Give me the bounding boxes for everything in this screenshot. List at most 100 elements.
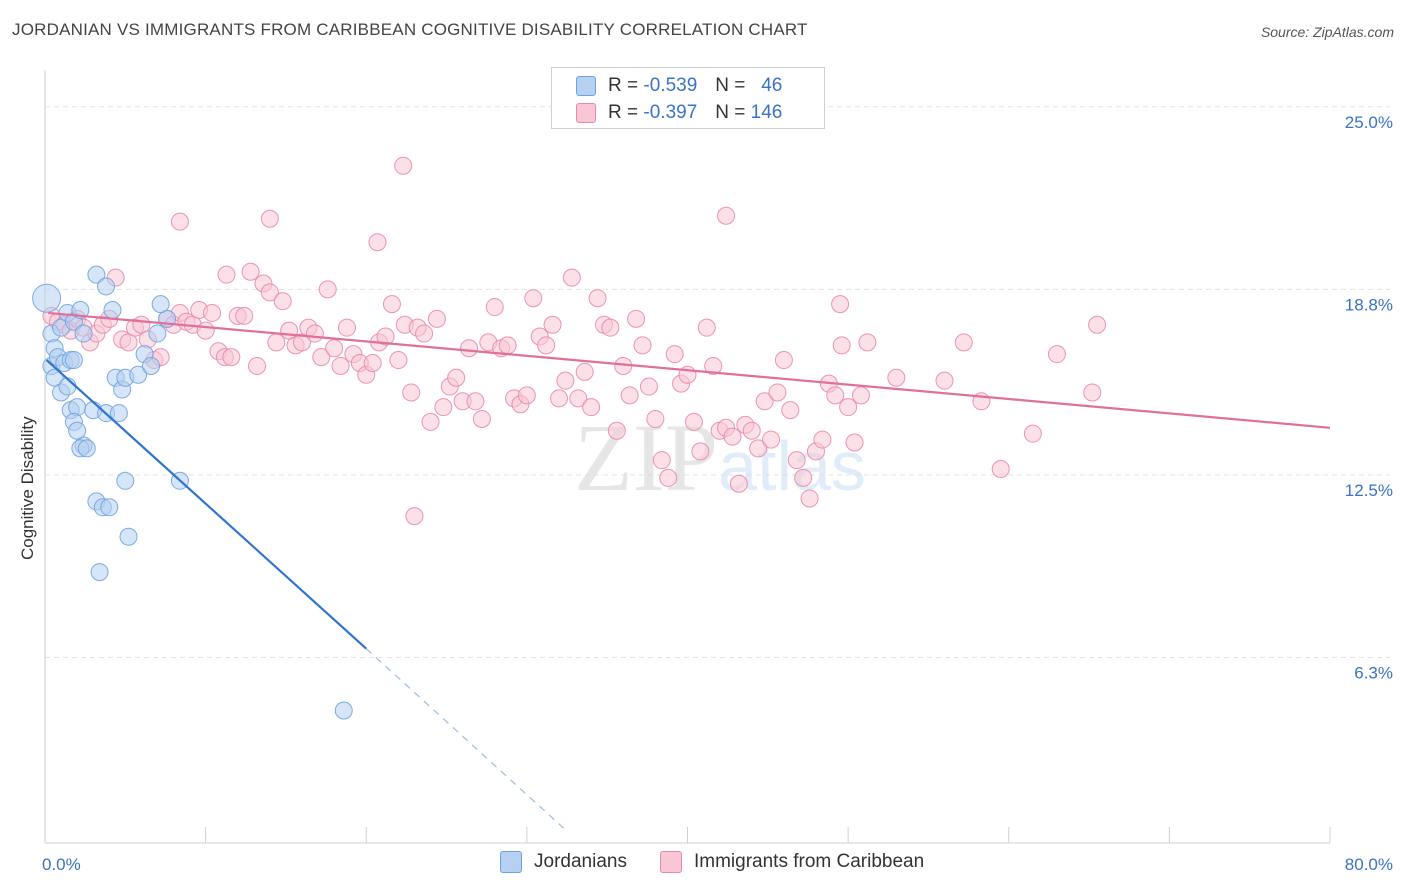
point-caribbean [524,289,543,308]
point-caribbean [813,430,832,449]
point-caribbean [684,412,703,431]
point-caribbean [427,309,446,328]
point-caribbean [774,351,793,370]
legend-n-value: 46 [761,75,783,96]
series-legend: Jordanians Immigrants from Caribbean [0,851,1406,879]
point-caribbean [935,371,954,390]
y-axis-label: Cognitive Disability [18,416,37,560]
legend-swatch-caribbean [576,103,596,123]
point-caribbean [832,336,851,355]
point-caribbean [620,386,639,405]
legend-swatch-jordanians [576,76,596,96]
legend-n-label: N = [715,102,746,123]
point-jordanian [100,498,119,517]
data-points [32,156,1107,720]
point-caribbean [517,386,536,405]
point-jordanian [87,265,106,284]
point-caribbean [1088,315,1107,334]
point-caribbean [800,489,819,508]
point-jordanian [103,300,122,319]
series-caribbean [42,156,1107,526]
y-tick-label: 18.8% [1345,295,1393,314]
point-caribbean [652,451,671,470]
chart-title: JORDANIAN VS IMMIGRANTS FROM CARIBBEAN C… [12,20,808,39]
point-caribbean [742,421,761,440]
point-caribbean [222,348,241,367]
trend-lines [45,311,1331,832]
point-caribbean [839,398,858,417]
point-jordanian [116,471,135,490]
point-caribbean [537,336,556,355]
point-caribbean [550,389,568,408]
point-jordanian [64,351,83,370]
point-caribbean [717,206,736,225]
legend-label-jordanians: Jordanians [534,851,627,872]
point-jordanian [119,527,138,546]
legend-r-label: R = [608,75,639,96]
point-caribbean [170,212,189,231]
point-caribbean [405,507,424,526]
point-caribbean [376,327,395,346]
x-tick-label-max: 80.0% [1345,855,1393,874]
point-caribbean [723,427,742,446]
point-jordanian [58,377,77,396]
point-caribbean [217,265,236,284]
legend-swatch-jordanians [500,851,522,873]
point-caribbean [472,409,491,428]
point-caribbean [755,392,774,411]
legend-item-jordanians: Jordanians [500,851,627,873]
point-caribbean [203,303,222,322]
point-caribbean [394,156,413,175]
point-caribbean [382,295,401,314]
point-caribbean [562,268,581,287]
trend-jordanians [45,359,367,650]
point-jordanian [148,324,167,343]
trend-caribbean [48,311,1331,429]
point-caribbean [575,362,594,381]
point-caribbean [691,442,710,461]
point-caribbean [858,333,877,352]
legend-r-label: R = [608,102,639,123]
chart-source: Source: ZipAtlas.com [1260,24,1394,40]
point-caribbean [318,280,337,299]
point-caribbean [466,392,485,411]
point-caribbean [845,433,864,452]
point-caribbean [331,356,350,375]
point-caribbean [762,430,781,449]
point-caribbean [887,368,906,387]
point-jordanian [68,421,87,440]
point-caribbean [485,298,504,317]
point-caribbean [305,324,324,343]
trend-jordanians-extension [365,648,568,832]
legend-r-value: -0.539 [643,75,698,96]
point-caribbean [768,383,787,402]
point-caribbean [826,386,845,405]
point-caribbean [325,339,344,358]
point-caribbean [402,383,421,402]
point-caribbean [389,351,408,370]
point-jordanian [90,563,109,582]
point-caribbean [607,421,626,440]
point-caribbean [267,333,286,352]
point-caribbean [248,356,267,375]
point-jordanian [129,365,148,384]
point-jordanian [32,283,62,313]
point-caribbean [363,354,382,373]
point-caribbean [697,318,716,337]
legend-r-value: -0.397 [643,102,698,123]
point-caribbean [196,321,215,340]
legend-row-caribbean: R = -0.397 N = 146 [576,101,782,125]
point-caribbean [421,412,440,431]
point-caribbean [601,318,620,337]
point-caribbean [749,439,768,458]
point-jordanian [71,300,90,319]
correlation-legend: R = -0.539 N = 46 R = -0.397 N = 146 [551,67,825,129]
point-caribbean [498,336,517,355]
point-caribbean [235,306,254,325]
point-caribbean [646,409,665,428]
point-jordanian [109,404,128,423]
point-caribbean [1023,424,1042,443]
point-caribbean [1047,345,1066,364]
point-jordanian [97,277,116,296]
